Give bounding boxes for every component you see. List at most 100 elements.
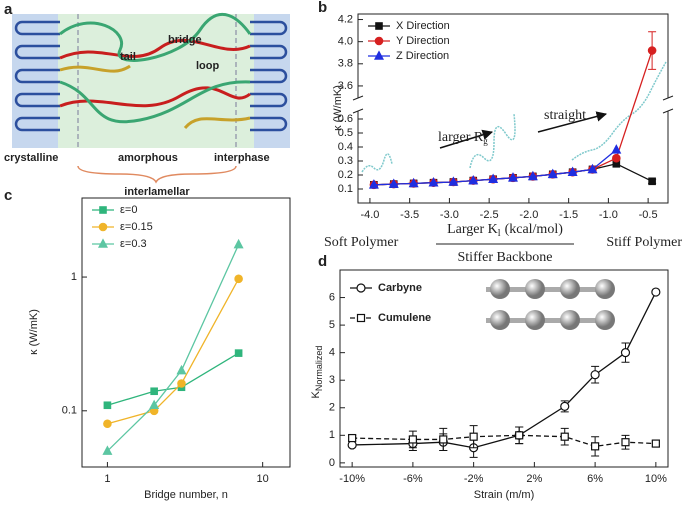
fold-lamella [14,20,60,132]
axis-label: KNormalized [310,346,324,399]
label: tail [120,51,136,63]
marker [587,163,598,174]
y-tick-label: 0.1 [338,183,353,195]
marker [648,177,656,186]
squiggle [361,153,393,173]
marker [103,401,112,410]
marker [527,170,538,181]
marker [508,172,518,182]
atom [595,310,615,330]
y-tick-label: 0.4 [338,141,353,153]
marker [149,399,160,410]
x-tick-label: -3.0 [440,209,459,221]
series-line [107,352,239,406]
y-tick-label: 0.5 [338,127,353,139]
atom [525,279,545,299]
y-tick-label: 3.6 [338,80,353,92]
marker [102,445,113,455]
y-tick-label: 0.3 [338,155,353,167]
y-tick-label: 3 [329,374,335,386]
annotation: straight [544,108,586,123]
marker [560,401,570,411]
annotation-text: larger R [438,130,484,145]
legend-marker [375,22,383,30]
brace [77,165,237,184]
break-mark [352,95,364,114]
marker [439,435,448,444]
break-mark [662,95,674,114]
bond [486,318,614,323]
y-tick-label: 6 [329,291,335,303]
x-tick-label: -1.0 [599,209,618,221]
y-tick-label: 3.8 [338,58,353,70]
x-tick-label: -2% [464,473,484,485]
y-tick-label: 1 [329,429,335,441]
label: crystalline [4,152,58,164]
x-tick-label: -1.5 [559,209,578,221]
legend-label: Cumulene [378,312,431,324]
below-label: Soft Polymer [324,235,399,250]
axis-label-text: κ (W/mK) [332,85,344,131]
series-line [106,244,240,452]
loop-chain [59,80,251,124]
x-tick-label: -4.0 [360,209,379,221]
label: amorphous [118,152,178,164]
polymer-squiggles [361,61,667,173]
x-tick-label: -2.0 [519,209,538,221]
y-tick-label: 1 [71,271,77,283]
marker [103,419,112,429]
squiggle [571,61,667,161]
legend-label: ε=0.3 [120,238,147,250]
axis-label: κ (W/mK) [28,309,40,355]
marker [621,438,630,447]
marker [488,173,499,183]
bridge-chain [59,86,251,108]
tail-chain [183,116,251,130]
axis-label-text: κ (W/mK) [28,309,40,355]
y-tick-label: 4.0 [338,36,353,48]
arrow [537,111,608,133]
marker [234,274,243,284]
legend-label: ε=0 [120,204,137,216]
marker [612,153,621,163]
legend-label: ε=0.15 [120,221,153,233]
below-label: Larger Kl (kcal/mol) [447,222,563,239]
below-label: Stiff Polymer [606,235,682,250]
label: bridge [168,34,202,46]
axis-label: Strain (m/m) [474,489,535,501]
annotation: larger Rg [438,130,488,146]
below-sub: l [498,228,501,239]
marker [234,349,243,357]
x-tick-label: -2.5 [480,209,499,221]
x-tick-label: 2% [526,473,542,485]
atom [490,310,510,330]
marker [515,431,524,440]
x-tick-label: 10% [645,473,667,485]
arrow [439,129,494,149]
caption: interlamellar [124,186,190,198]
diagram-a: a bridge tail loop crystalline amorphous… [4,1,290,198]
marker [150,387,158,396]
legend-marker [99,206,107,214]
panel-letter: b [318,0,327,16]
legend-marker [374,50,384,60]
marker [591,442,600,451]
atom [560,310,580,330]
axis-label-text: Bridge number, n [144,489,228,501]
below-text: Larger K [447,222,498,237]
tail-chain [59,64,131,73]
marker [176,364,187,375]
legend-marker [98,222,108,232]
x-tick-label: -10% [339,473,365,485]
molecules [486,279,615,330]
marker [408,177,419,188]
marker [448,176,459,186]
loop-chain [59,12,252,62]
x-tick-label: -0.5 [639,209,658,221]
legend-label: Carbyne [378,282,422,294]
x-tick-label: 10 [257,473,269,485]
marker [590,370,600,380]
bond [486,287,614,292]
atom [595,279,615,299]
marker [647,46,657,55]
